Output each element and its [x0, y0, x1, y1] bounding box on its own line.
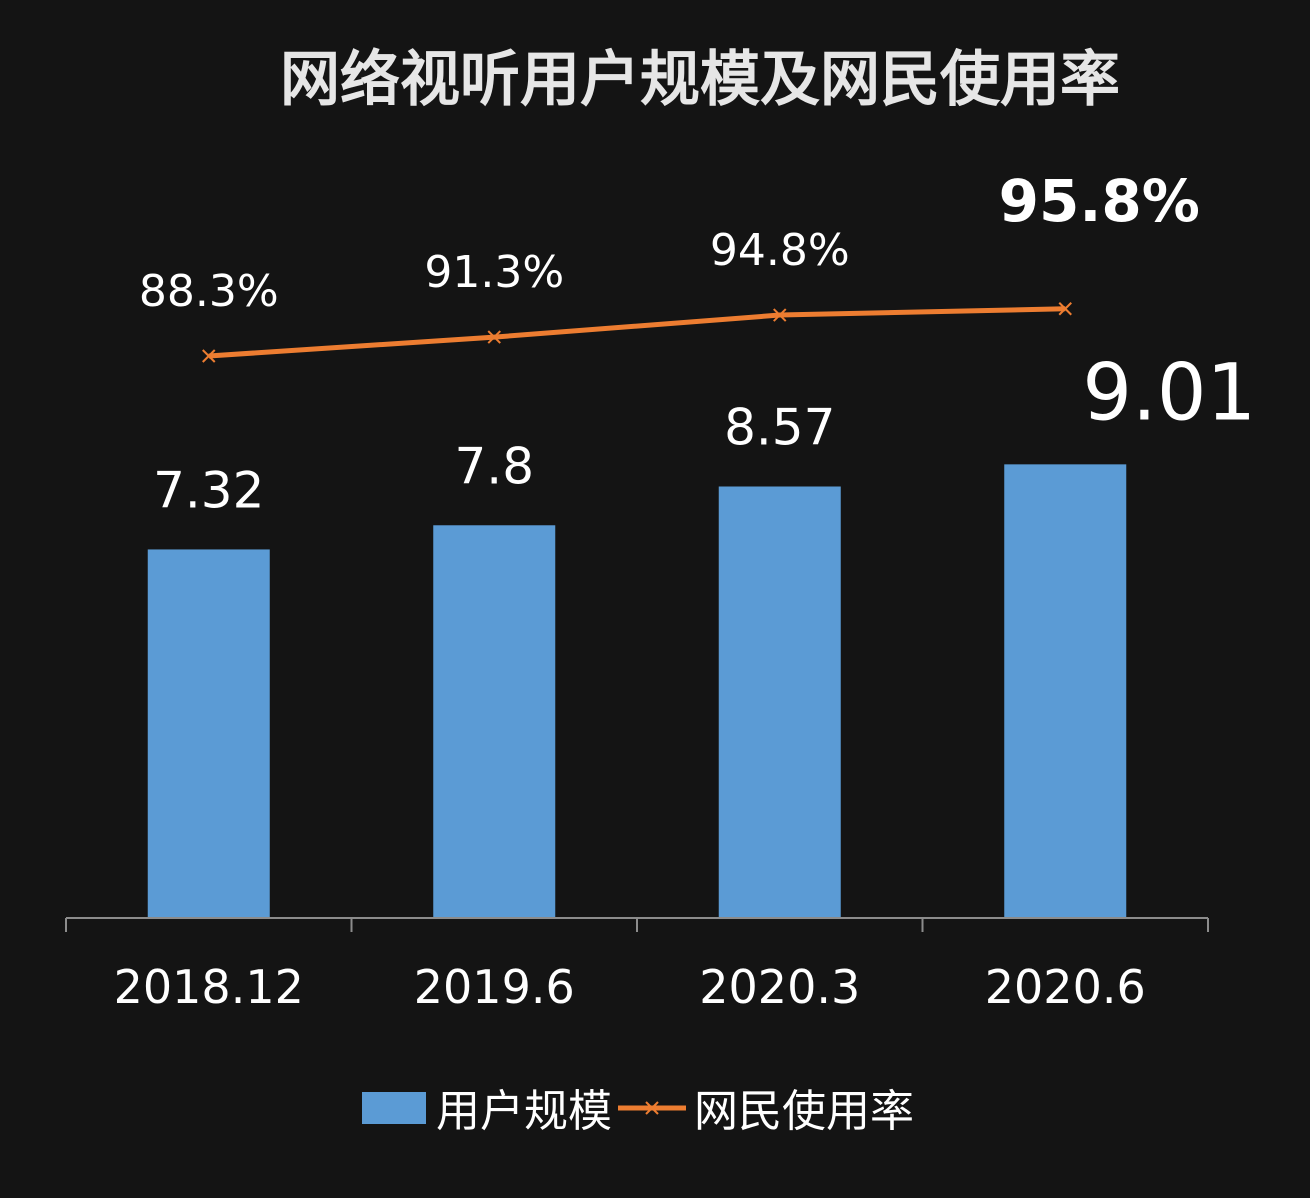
line-marker-stroke: [487, 330, 501, 344]
x-tick-label: 2020.6: [985, 960, 1146, 1014]
line-marker: [1058, 302, 1072, 316]
bar-value-label: 7.8: [454, 437, 534, 495]
x-axis: 2018.12 2019.6 2020.3 2020.6: [65, 917, 1209, 1014]
legend-label-bar: 用户规模: [436, 1086, 612, 1137]
bar-2019.6: [433, 525, 556, 918]
labels-group: 7.32 7.8 8.57 9.01 88.3% 91.3% 94.8% 95.8%: [139, 167, 1256, 520]
bar-2018.12: [147, 549, 270, 918]
bar-2020.3: [718, 486, 841, 918]
legend-line-marker: [645, 1101, 659, 1115]
bar-value-label: 8.57: [724, 399, 835, 457]
line-value-label: 88.3%: [139, 266, 279, 317]
line-value-label: 94.8%: [710, 225, 850, 276]
bars-group: [147, 464, 1127, 918]
bar-2020.6: [1004, 464, 1127, 918]
line-marker: [773, 308, 787, 322]
line-series-path: [208, 306, 1066, 359]
line-marker: [487, 330, 501, 344]
line-marker-stroke: [1058, 302, 1072, 316]
bar-value-label: 7.32: [153, 461, 264, 519]
x-tick-label: 2019.6: [414, 960, 575, 1014]
legend-label-line: 网民使用率: [694, 1086, 914, 1137]
chart-title: 网络视听用户规模及网民使用率: [280, 45, 1120, 115]
line-value-label: 91.3%: [424, 247, 564, 298]
line-marker-stroke: [773, 308, 787, 322]
line-marker-stroke: [202, 349, 216, 363]
line-marker: [202, 349, 216, 363]
legend-marker-stroke: [645, 1101, 659, 1115]
bar-value-label: 9.01: [1082, 348, 1256, 438]
legend: 用户规模 网民使用率: [362, 1086, 914, 1137]
line-value-label: 95.8%: [999, 167, 1200, 235]
legend-swatch-bar: [362, 1092, 426, 1124]
x-tick-label: 2020.3: [699, 960, 860, 1014]
line-series-group: [202, 302, 1072, 363]
x-tick-label: 2018.12: [114, 960, 304, 1014]
